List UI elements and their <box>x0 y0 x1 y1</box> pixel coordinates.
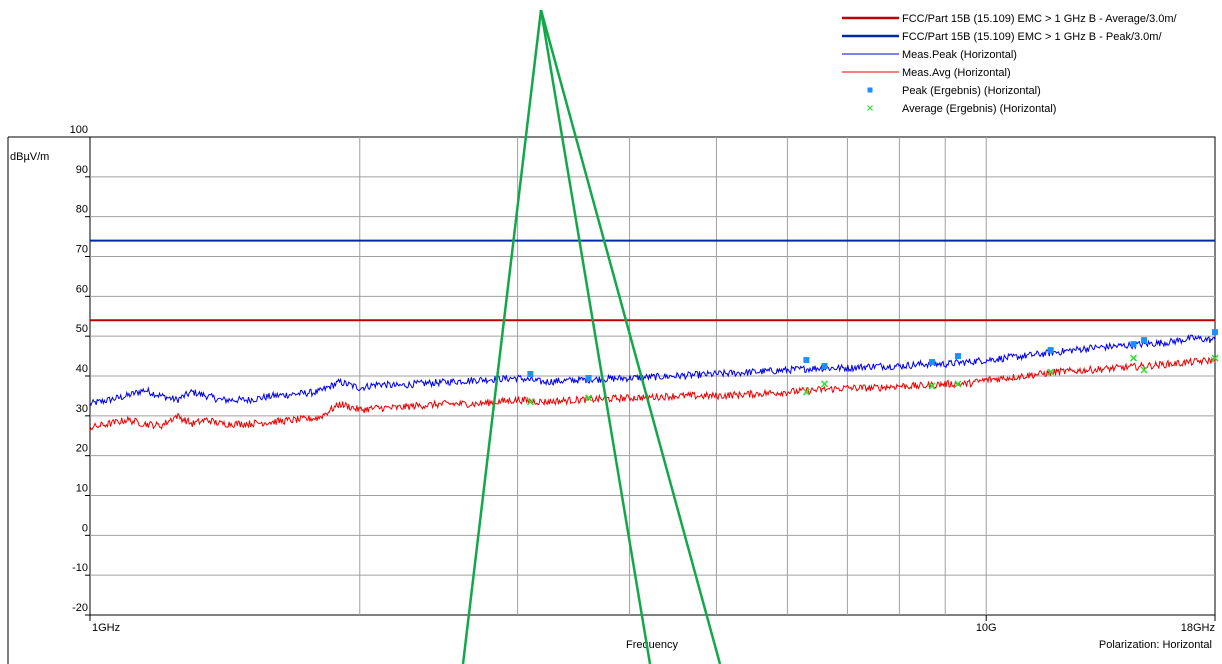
peak-result-point <box>1141 337 1148 344</box>
x-axis-label: Frequency <box>626 639 678 651</box>
result-points <box>526 329 1219 406</box>
y-tick-label: 80 <box>76 204 88 216</box>
average-result-point <box>928 382 936 390</box>
limit-lines <box>90 239 1215 322</box>
x-tick-labels: 1GHz 10G 18GHz <box>89 615 1216 634</box>
average-result-point <box>1129 354 1138 362</box>
series-line <box>89 356 1216 431</box>
y-tick-label: 100 <box>70 124 88 136</box>
legend-label: Meas.Avg (Horizontal) <box>902 67 1011 79</box>
y-tick-label: 20 <box>76 443 88 455</box>
average-result-point <box>1047 368 1055 376</box>
x-tick-label: 1GHz <box>92 622 120 634</box>
series-line <box>89 334 1216 407</box>
average-result-point <box>954 380 962 388</box>
legend-label: Average (Ergebnis) (Horizontal) <box>902 103 1056 115</box>
x-tick-label: 10G <box>976 622 997 634</box>
peak-result-point <box>821 363 828 370</box>
y-tick-label: 50 <box>76 323 88 335</box>
y-tick-label: 70 <box>76 244 88 256</box>
y-axis-label: dBµV/m <box>10 151 49 163</box>
peak-result-point <box>585 374 592 381</box>
y-tick-label: 10 <box>76 483 88 495</box>
annotation-overlay <box>461 9 722 664</box>
legend-swatch <box>867 87 873 93</box>
average-result-point <box>1211 354 1219 362</box>
peak-result-point <box>1212 329 1218 336</box>
y-tick-label: -10 <box>72 562 88 574</box>
series-lines <box>89 334 1216 431</box>
legend-swatch <box>867 105 873 111</box>
grid <box>90 137 1215 615</box>
annotation-line <box>539 9 652 664</box>
average-result-point <box>1140 366 1148 374</box>
average-result-point <box>802 388 810 396</box>
y-tick-label: 30 <box>76 403 88 415</box>
legend: FCC/Part 15B (15.109) EMC > 1 GHz B - Av… <box>842 13 1178 115</box>
y-tick-label: -20 <box>72 602 88 614</box>
peak-result-point <box>929 359 936 366</box>
y-tick-label: 40 <box>76 363 88 375</box>
peak-result-point <box>1130 341 1137 348</box>
legend-label: Meas.Peak (Horizontal) <box>902 49 1017 61</box>
average-result-point <box>526 398 534 406</box>
legend-label: FCC/Part 15B (15.109) EMC > 1 GHz B - Pe… <box>902 31 1162 43</box>
legend-label: FCC/Part 15B (15.109) EMC > 1 GHz B - Av… <box>902 13 1178 25</box>
average-result-point <box>820 380 829 388</box>
average-result-point <box>585 394 593 402</box>
y-tick-label: 90 <box>76 164 88 176</box>
legend-label: Peak (Ergebnis) (Horizontal) <box>902 85 1041 97</box>
peak-result-point <box>954 353 961 360</box>
y-tick-label: 60 <box>76 283 88 295</box>
annotation-line <box>461 9 543 664</box>
peak-result-point <box>1047 347 1054 354</box>
x-tick-label: 18GHz <box>1181 622 1215 634</box>
y-tick-label: 0 <box>82 522 88 534</box>
peak-result-point <box>527 371 534 378</box>
peak-result-point <box>803 357 810 364</box>
polarization-label: Polarization: Horizontal <box>1099 639 1212 651</box>
annotation-line <box>539 9 722 664</box>
